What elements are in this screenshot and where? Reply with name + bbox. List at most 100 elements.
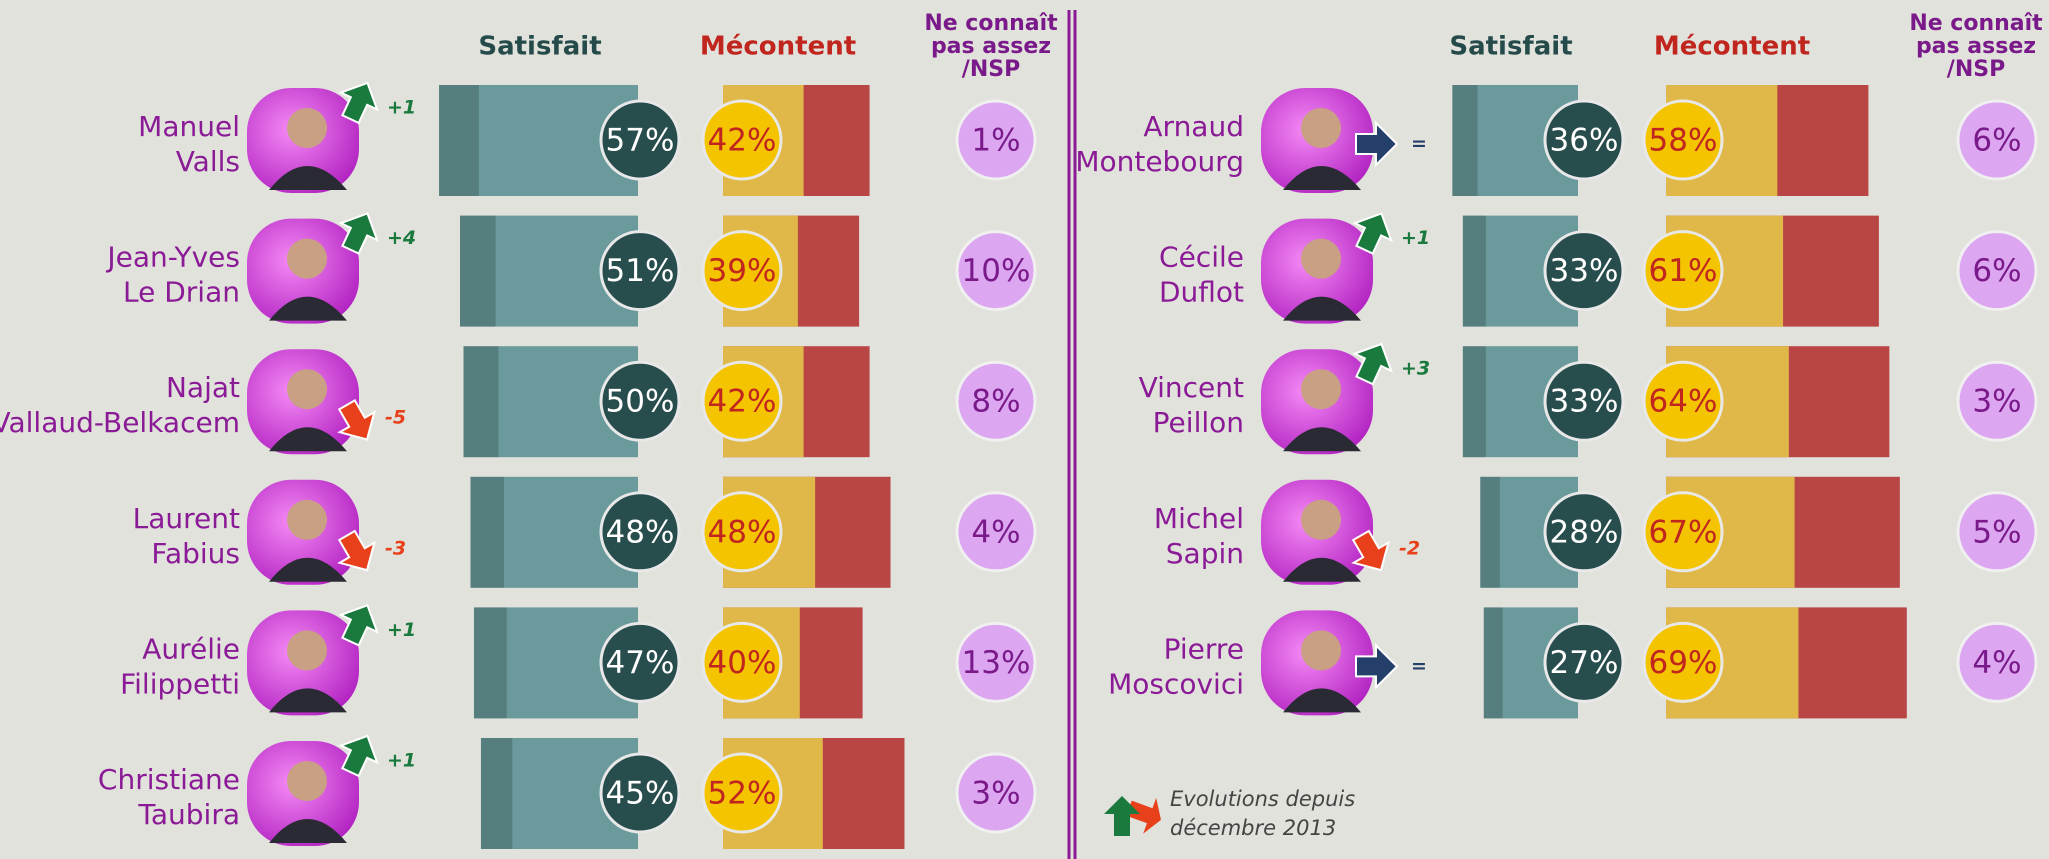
person-name: Duflot <box>1159 276 1244 309</box>
photo-head <box>1301 108 1341 148</box>
photo-body <box>1283 557 1361 582</box>
photo-head <box>287 761 327 801</box>
nsp-label: 4% <box>971 514 1020 550</box>
satisfied-badge <box>599 621 681 703</box>
person-name: Arnaud <box>1143 110 1244 143</box>
discontent-badge <box>1642 360 1724 442</box>
nsp-label: 13% <box>962 645 1031 681</box>
nsp-badge <box>1956 230 2038 312</box>
photo-head <box>287 238 327 279</box>
nsp-label: 5% <box>1972 514 2021 550</box>
photo-body <box>269 819 347 843</box>
nsp-label: 6% <box>1972 253 2021 289</box>
satisfied-label: 50% <box>606 384 675 420</box>
evolution-label: +1 <box>1401 227 1430 249</box>
nsp-badge <box>955 752 1037 834</box>
bar-shade <box>1462 215 1486 327</box>
nsp-label: 1% <box>971 123 1020 159</box>
person-name: Vallaud-Belkacem <box>0 406 240 439</box>
satisfied-label: 27% <box>1550 645 1619 681</box>
photo-body <box>269 427 347 452</box>
photo-body <box>269 296 347 321</box>
evolution-arrow <box>1355 642 1399 690</box>
evolution-label: = <box>1411 655 1427 677</box>
note-icon <box>1104 796 1161 836</box>
nsp-badge <box>1956 99 2038 181</box>
photo-body <box>1283 427 1361 452</box>
satisfied-badge <box>1543 491 1625 573</box>
evolution-arrow <box>338 81 379 125</box>
evolution-label: +1 <box>387 750 416 772</box>
person-name: Valls <box>176 145 240 178</box>
discontent-label: 61% <box>1649 253 1718 289</box>
satisfied-badge <box>1543 99 1625 181</box>
person-name: Sapin <box>1166 537 1244 570</box>
column-header: /NSP <box>1947 57 2005 82</box>
satisfied-label: 57% <box>606 123 675 159</box>
nsp-label: 10% <box>962 253 1031 289</box>
evolution-label: +4 <box>387 227 416 249</box>
column-header: Satisfait <box>478 32 601 62</box>
evolution-arrow <box>338 212 379 255</box>
photo-head <box>287 369 327 410</box>
photo-body <box>1283 688 1361 713</box>
satisfied-badge <box>599 491 681 573</box>
person-name: Peillon <box>1153 406 1244 439</box>
bar-shade <box>439 85 479 196</box>
evolution-arrow <box>1352 342 1393 386</box>
photo-body <box>1283 296 1361 321</box>
column-header: Mécontent <box>700 32 856 62</box>
discontent-badge <box>1642 621 1724 703</box>
photo-body <box>269 166 347 190</box>
person-name: Montebourg <box>1075 145 1244 178</box>
discontent-badge <box>701 491 783 573</box>
nsp-label: 6% <box>1972 123 2021 159</box>
person-name: Laurent <box>133 502 240 535</box>
discontent-badge <box>701 230 783 312</box>
note: Evolutions depuis <box>1170 787 1355 811</box>
note: décembre 2013 <box>1170 816 1336 840</box>
nsp-label: 3% <box>1972 384 2021 420</box>
satisfied-label: 45% <box>606 776 675 812</box>
photo-head <box>287 499 327 540</box>
bar-shade <box>480 738 513 849</box>
discontent-label: 39% <box>708 253 777 289</box>
bar-shade <box>463 346 499 458</box>
discontent-label: 42% <box>708 384 777 420</box>
bar-shade <box>470 476 504 588</box>
bar-shade <box>1483 607 1503 719</box>
nsp-badge <box>1956 491 2038 573</box>
discontent-label: 64% <box>1649 384 1718 420</box>
nsp-badge <box>1956 621 2038 703</box>
evolution-label: = <box>1411 133 1427 155</box>
nsp-label: 4% <box>1972 645 2021 681</box>
evolution-label: +1 <box>387 619 416 641</box>
evolution-arrow <box>338 734 379 778</box>
satisfied-badge <box>1543 360 1625 442</box>
person-name: Michel <box>1154 502 1244 535</box>
discontent-label: 67% <box>1649 514 1718 550</box>
bar-shade <box>473 607 507 719</box>
satisfied-badge <box>1543 230 1625 312</box>
satisfied-label: 51% <box>606 253 675 289</box>
bar-shade <box>1462 346 1486 458</box>
nsp-badge <box>955 491 1037 573</box>
photo-head <box>1301 499 1341 540</box>
discontent-label: 42% <box>708 123 777 159</box>
person-name: Taubira <box>137 798 240 831</box>
discontent-label: 58% <box>1649 123 1718 159</box>
photo-head <box>1301 630 1341 671</box>
discontent-badge <box>701 360 783 442</box>
satisfied-label: 48% <box>606 514 675 550</box>
person-name: Cécile <box>1159 241 1244 274</box>
person-name: Najat <box>166 371 240 404</box>
photo-head <box>287 108 327 148</box>
photo-head <box>287 630 327 671</box>
person-name: Filippetti <box>120 667 240 700</box>
evolution-label: +3 <box>1401 358 1430 380</box>
photo-body <box>269 557 347 582</box>
satisfied-label: 28% <box>1550 514 1619 550</box>
column-header: /NSP <box>962 57 1020 82</box>
discontent-label: 40% <box>708 645 777 681</box>
